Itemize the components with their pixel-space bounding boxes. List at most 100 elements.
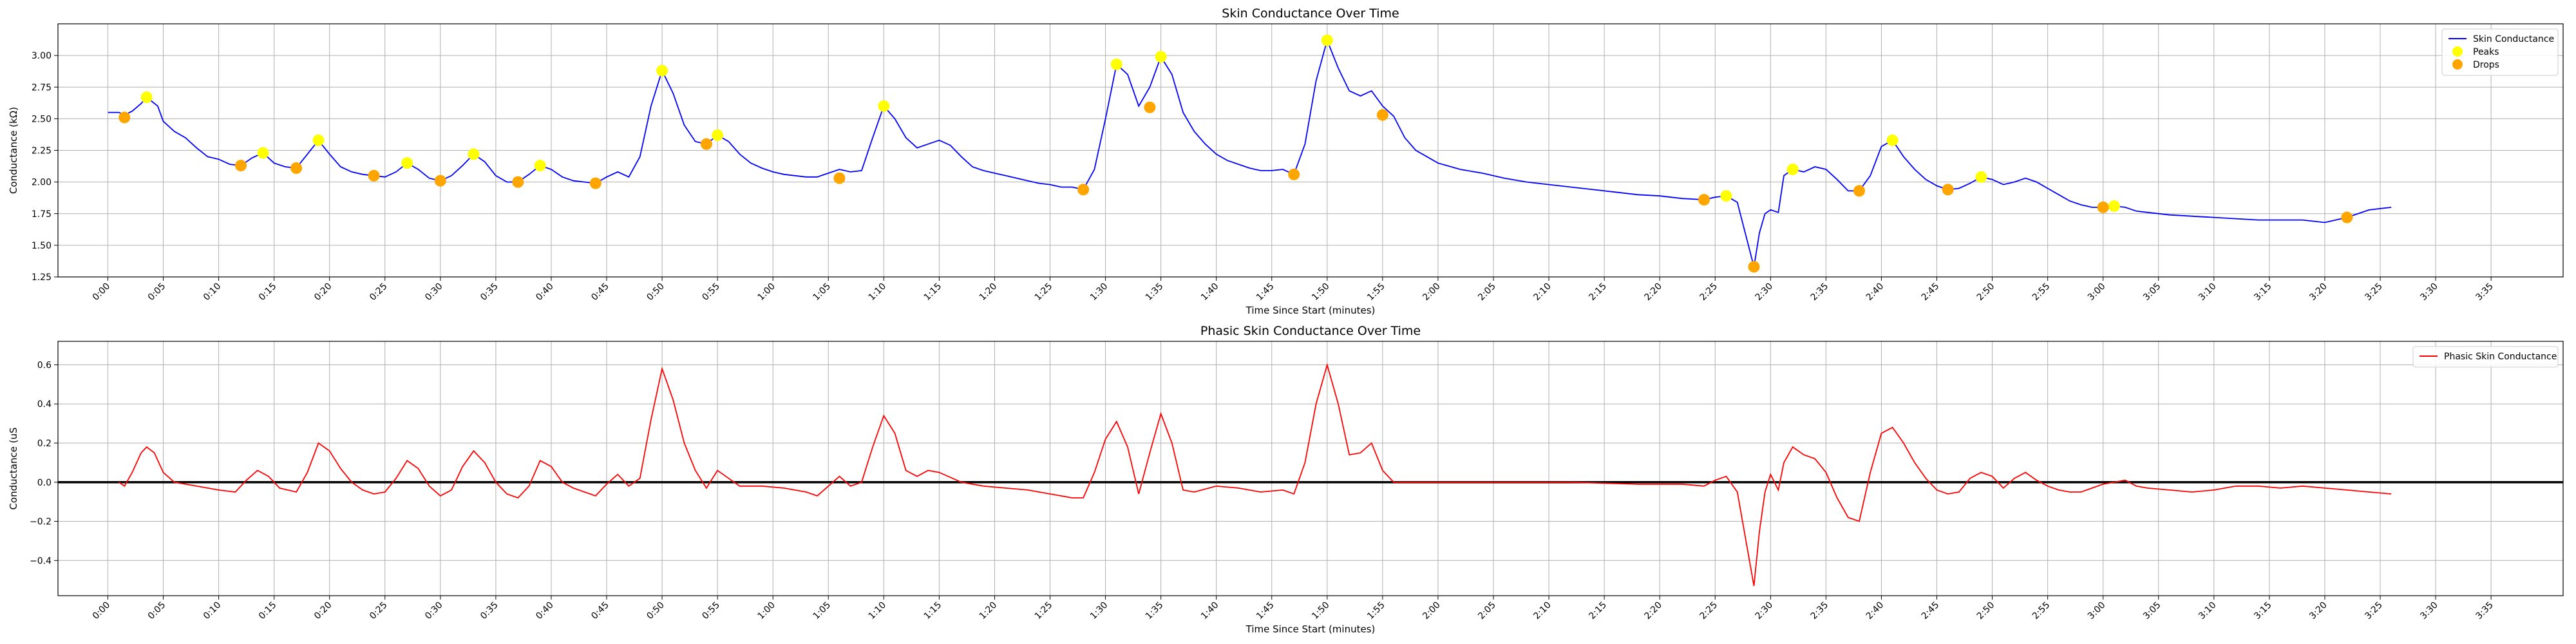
legend-box xyxy=(2441,28,2559,76)
x-tick-label: 0:25 xyxy=(368,281,390,303)
x-tick-label: 1:05 xyxy=(811,281,833,303)
y-tick-label: 1.50 xyxy=(32,241,52,251)
drop-marker xyxy=(118,111,131,124)
x-tick-label: 1:45 xyxy=(1255,600,1276,622)
x-tick-label: 3:20 xyxy=(2307,600,2329,622)
legend-entry: Drops xyxy=(2473,60,2499,70)
legend-swatch-marker xyxy=(2452,46,2463,57)
x-tick-label: 2:10 xyxy=(1531,281,1553,303)
x-tick-label: 1:50 xyxy=(1310,281,1332,303)
chart-title: Phasic Skin Conductance Over Time xyxy=(1200,324,1421,338)
x-tick-label: 0:55 xyxy=(700,281,722,303)
drop-marker xyxy=(833,172,846,184)
x-tick-label: 2:20 xyxy=(1642,281,1664,303)
x-tick-label: 2:25 xyxy=(1698,281,1720,303)
x-tick-label: 2:10 xyxy=(1531,600,1553,622)
x-tick-label: 0:10 xyxy=(202,600,223,622)
peak-marker xyxy=(2108,200,2120,212)
drop-marker xyxy=(1698,194,1710,206)
x-tick-label: 1:00 xyxy=(755,281,777,303)
gridlines xyxy=(58,24,2563,278)
series-line-skin-conductance xyxy=(108,38,2392,267)
x-tick-label: 0:20 xyxy=(312,281,334,303)
x-tick-label: 2:50 xyxy=(1975,600,1997,622)
x-tick-label: 3:05 xyxy=(2141,600,2163,622)
x-tick-label: 1:35 xyxy=(1144,281,1166,303)
x-tick-label: 2:35 xyxy=(1809,600,1831,622)
x-tick-label: 2:30 xyxy=(1754,600,1776,622)
drop-marker xyxy=(1942,184,1954,196)
peak-marker xyxy=(878,100,890,112)
x-tick-label: 1:40 xyxy=(1199,281,1221,303)
x-tick-label: 3:15 xyxy=(2252,281,2274,303)
peak-marker xyxy=(1786,163,1799,175)
x-tick-label: 2:45 xyxy=(1920,281,1942,303)
plot-frame xyxy=(57,341,2564,596)
peak-marker xyxy=(1720,190,1732,202)
x-tick-label: 1:30 xyxy=(1088,600,1110,622)
x-tick-label: 2:35 xyxy=(1809,281,1831,303)
x-tick-label: 1:05 xyxy=(811,600,833,622)
x-tick-label: 3:30 xyxy=(2418,281,2440,303)
peak-marker xyxy=(534,160,546,172)
legend-entry: Skin Conductance xyxy=(2473,34,2554,44)
x-tick-label: 2:00 xyxy=(1421,600,1443,622)
x-tick-label: 1:15 xyxy=(922,600,944,622)
x-tick-label: 2:05 xyxy=(1476,600,1498,622)
chart-panel-2: 0:00 0:05 0:10 0:15 0:20 0:25 0:30 0:35 0:40 0:45… xyxy=(8,324,2564,635)
x-tick-label: 2:20 xyxy=(1642,600,1664,622)
gridlines xyxy=(58,341,2563,596)
x-tick-label: 2:05 xyxy=(1476,281,1498,303)
legend-box xyxy=(2412,346,2559,368)
peak-marker xyxy=(312,134,325,146)
x-tick-label: 1:20 xyxy=(978,281,999,303)
drop-marker xyxy=(2341,211,2353,223)
y-tick-label: 0.6 xyxy=(37,360,52,370)
drop-marker xyxy=(290,162,303,175)
x-tick-label: 1:20 xyxy=(978,600,999,622)
x-tick-label: 1:10 xyxy=(867,281,889,303)
x-tick-label: 1:55 xyxy=(1365,600,1387,622)
x-tick-label: 1:00 xyxy=(755,600,777,622)
y-tick-label: 2.25 xyxy=(32,146,52,156)
y-tick-label: 0.4 xyxy=(37,399,52,410)
x-tick-label: 2:55 xyxy=(2031,600,2052,622)
x-tick-label: 0:10 xyxy=(202,281,223,303)
x-tick-label: 2:00 xyxy=(1421,281,1443,303)
y-tick-label: 2.00 xyxy=(32,178,52,188)
drop-marker xyxy=(368,169,380,182)
x-tick-label: 0:05 xyxy=(146,600,168,622)
x-tick-label: 2:15 xyxy=(1587,600,1609,622)
x-tick-label: 2:40 xyxy=(1864,281,1886,303)
x-tick-label: 2:55 xyxy=(2031,281,2052,303)
peak-marker xyxy=(140,91,153,103)
drop-marker xyxy=(512,176,524,188)
drop-marker xyxy=(1748,261,1760,273)
x-tick-label: 1:45 xyxy=(1255,281,1276,303)
y-axis-label: Conductance (uS xyxy=(8,427,19,509)
peak-marker xyxy=(1886,134,1899,146)
x-tick-label: 3:10 xyxy=(2197,600,2219,622)
x-tick-label: 2:40 xyxy=(1864,600,1886,622)
y-tick-label: 3.00 xyxy=(32,51,52,61)
x-tick-label: 2:30 xyxy=(1754,281,1776,303)
x-tick-label: 0:35 xyxy=(478,600,500,622)
drop-marker xyxy=(1288,168,1300,180)
x-tick-label: 3:35 xyxy=(2474,281,2496,303)
x-tick-label: 0:25 xyxy=(368,600,390,622)
y-tick-label: 1.75 xyxy=(32,209,52,220)
chart-panel-1: 0:00 0:05 0:10 0:15 0:20 0:25 0:30 0:35 0:40 0:45… xyxy=(8,6,2564,316)
x-tick-label: 1:25 xyxy=(1033,600,1055,622)
x-tick-label: 0:45 xyxy=(589,281,611,303)
x-tick-label: 0:45 xyxy=(589,600,611,622)
drop-marker xyxy=(1077,184,1090,196)
x-tick-label: 0:00 xyxy=(91,600,113,622)
x-tick-label: 0:15 xyxy=(257,600,279,622)
y-tick-label: 0.0 xyxy=(37,478,52,488)
drop-marker xyxy=(1144,101,1156,113)
x-tick-label: 0:35 xyxy=(478,281,500,303)
peak-marker xyxy=(712,129,724,141)
x-tick-label: 1:40 xyxy=(1199,600,1221,622)
y-tick-label: 1.25 xyxy=(32,272,52,283)
